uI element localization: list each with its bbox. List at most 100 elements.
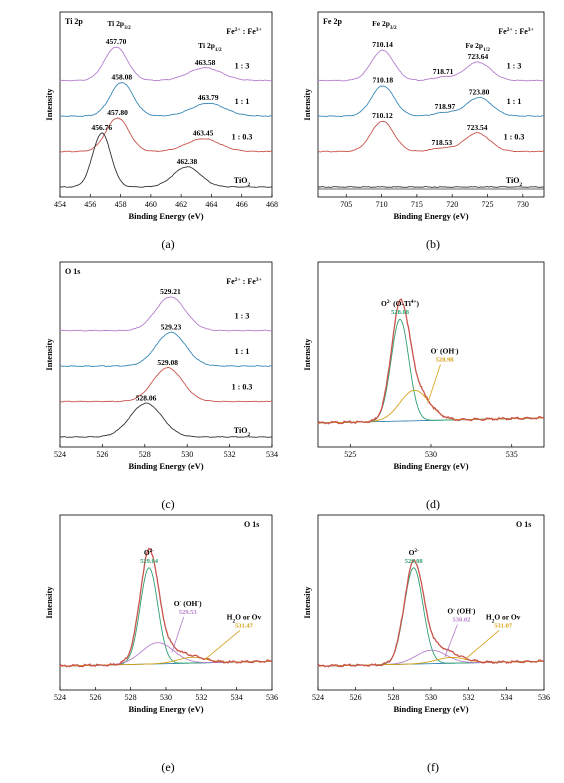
component-arrow	[171, 616, 185, 653]
component-value-label: 528.98	[436, 356, 455, 363]
peak-value-label: 723.64	[468, 52, 489, 61]
y-axis-label: Intensity	[302, 338, 312, 371]
series-line	[59, 82, 273, 117]
series-line	[59, 132, 273, 188]
series-line	[317, 120, 545, 153]
series-label: 1 : 1	[507, 97, 522, 106]
y-axis-label: Intensity	[44, 586, 54, 619]
x-tick-label: 524	[312, 693, 324, 702]
peak-assignment-label: Fe 2p3/2	[372, 19, 397, 31]
peak-value-label: 529.08	[157, 358, 178, 367]
x-tick-label: 725	[482, 200, 494, 209]
x-tick-label: 526	[350, 693, 362, 702]
x-tick-label: 528	[125, 693, 137, 702]
series-line	[317, 49, 545, 82]
x-tick-label: 705	[340, 200, 352, 209]
peak-value-label: 462.38	[177, 157, 198, 166]
x-tick-label: 536	[266, 693, 278, 702]
plot-frame	[317, 11, 545, 198]
plot-frame	[59, 11, 273, 198]
x-tick-label: 534	[231, 693, 243, 702]
component-label: H2O or Ov	[486, 612, 521, 624]
peak-value-label: 710.14	[372, 40, 393, 49]
series-line	[59, 367, 273, 403]
peak-value-label: 463.45	[193, 129, 214, 138]
y-axis-label: Intensity	[302, 88, 312, 121]
panel-title: O 1s	[516, 520, 531, 529]
peak-value-label: 718.97	[435, 102, 456, 111]
component-label: O2- (O-Ti4+)	[381, 299, 420, 308]
component-value-label: 529.53	[179, 609, 198, 616]
series-label: 1 : 0.3	[232, 133, 253, 142]
envelope-line	[59, 547, 273, 668]
x-tick-label: 462	[175, 200, 187, 209]
series-label: 1 : 3	[235, 62, 250, 71]
component-arrow	[444, 624, 458, 658]
series-label: 1 : 3	[507, 62, 522, 71]
peak-value-label: 457.80	[107, 108, 128, 117]
x-tick-label: 528	[387, 693, 399, 702]
legend-title: Fe2+ : Fe3+	[226, 277, 262, 286]
series-label: 1 : 3	[235, 312, 250, 321]
envelope-line	[317, 298, 545, 425]
caption-a: (a)	[161, 237, 174, 251]
component-value-label: 531.47	[235, 622, 254, 629]
x-tick-label: 532	[195, 693, 207, 702]
peak-value-label: 463.58	[195, 58, 216, 67]
x-tick-label: 715	[411, 200, 423, 209]
component-line	[60, 656, 272, 667]
x-axis-label: Binding Energy (eV)	[128, 211, 203, 221]
x-tick-label: 534	[266, 450, 278, 459]
x-axis-label: Binding Energy (eV)	[393, 704, 468, 714]
component-label: O2-	[409, 548, 419, 557]
caption-f: (f)	[427, 760, 439, 774]
x-tick-label: 524	[54, 450, 66, 459]
panel-a: 454 456 458 460 462 464 466 468 Binding Energy (…	[44, 11, 278, 221]
panel-title: O 1s	[244, 520, 259, 529]
y-axis-label: Intensity	[44, 88, 54, 121]
component-arrow	[427, 364, 441, 404]
x-tick-label: 532	[224, 450, 236, 459]
x-tick-label: 524	[54, 693, 66, 702]
x-tick-label: 535	[506, 450, 518, 459]
caption-b: (b)	[426, 237, 440, 251]
panel-title: Fe 2p	[323, 17, 342, 26]
panel-f: 524 526 528 530 532 534 536 Binding Energy (eV)…	[302, 514, 550, 714]
peak-value-label: 710.12	[372, 111, 393, 120]
x-axis-label: Binding Energy (eV)	[393, 461, 468, 471]
panel-b: 705 710 715 720 725 730 Binding Energy (eV) Int…	[302, 11, 545, 221]
peak-value-label: 457.70	[106, 37, 127, 46]
x-tick-label: 536	[538, 693, 550, 702]
caption-d: (d)	[426, 497, 440, 511]
peak-assignment-label: Fe 2p1/2	[465, 41, 490, 53]
component-label: O- (OH-)	[431, 346, 459, 355]
x-tick-label: 528	[139, 450, 151, 459]
x-tick-label: 530	[160, 693, 172, 702]
peak-value-label: 723.80	[469, 87, 490, 96]
series-line	[317, 85, 545, 117]
x-axis-label: Binding Energy (eV)	[393, 211, 468, 221]
peak-value-label: 456.76	[91, 123, 112, 132]
series-line	[59, 46, 273, 82]
peak-assignment-label: Ti 2p3/2	[107, 19, 131, 31]
panel-c: 524 526 528 530 532 534 Binding Energy (eV) Int…	[44, 261, 278, 471]
x-axis-label: Binding Energy (eV)	[128, 704, 203, 714]
x-tick-label: 458	[115, 200, 127, 209]
peak-value-label: 718.53	[431, 138, 452, 147]
component-label: O2-	[144, 548, 154, 557]
x-tick-label: 456	[84, 200, 96, 209]
x-axis-label: Binding Energy (eV)	[128, 461, 203, 471]
x-tick-label: 720	[446, 200, 458, 209]
panel-title: Ti 2p	[65, 17, 83, 26]
x-tick-label: 525	[344, 450, 356, 459]
x-tick-label: 526	[89, 693, 101, 702]
x-tick-label: 532	[463, 693, 475, 702]
series-line	[59, 402, 273, 438]
peak-assignment-label: Ti 2p1/2	[198, 41, 222, 53]
x-tick-label: 526	[96, 450, 108, 459]
x-tick-label: 530	[425, 450, 437, 459]
caption-c: (c)	[161, 497, 174, 511]
component-value-label: 530.02	[452, 617, 470, 624]
component-value-label: 528.08	[391, 309, 410, 316]
